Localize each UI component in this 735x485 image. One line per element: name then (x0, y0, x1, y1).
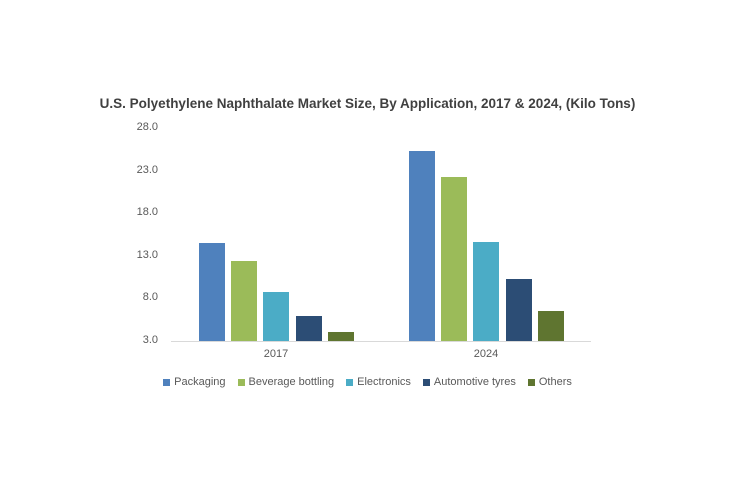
bar-electronics-2024 (473, 242, 500, 341)
legend: Packaging Beverage bottling Electronics Aut… (0, 376, 735, 388)
x-tick-label: 2017 (263, 348, 289, 360)
legend-item: Beverage bottling (237, 376, 335, 388)
legend-item: Packaging (163, 376, 226, 388)
bar-beverage-bottling-2017 (231, 260, 258, 341)
legend-swatch-icon (163, 378, 171, 386)
legend-swatch-icon (527, 378, 535, 386)
legend-item: Automotive tyres (422, 376, 516, 388)
y-tick-label: 18.0 (136, 206, 158, 219)
bar-electronics-2017 (263, 291, 290, 341)
x-tick-label: 2024 (473, 348, 499, 360)
legend-swatch-icon (422, 378, 430, 386)
legend-label: Electronics (357, 376, 411, 388)
legend-item: Others (527, 376, 572, 388)
bar-automotive-tyres-2017 (295, 316, 322, 341)
legend-label: Others (538, 376, 572, 388)
y-tick-label: 28.0 (136, 121, 158, 133)
y-tick-label: 3.0 (142, 334, 158, 346)
y-tick-label: 23.0 (136, 163, 158, 176)
legend-label: Automotive tyres (433, 376, 516, 388)
legend-label: Beverage bottling (248, 376, 335, 388)
bar-packaging-2017 (199, 243, 225, 341)
legend-swatch-icon (237, 378, 245, 386)
bar-others-2017 (327, 331, 354, 341)
y-tick-label: 13.0 (136, 248, 158, 261)
chart-title: U.S. Polyethylene Naphthalate Market Siz… (99, 96, 636, 111)
x-axis-line (171, 341, 591, 342)
bar-others-2024 (537, 311, 564, 341)
legend-swatch-icon (346, 378, 354, 386)
y-tick-label: 8.0 (142, 291, 158, 304)
legend-label: Packaging (174, 376, 226, 388)
bar-packaging-2024 (409, 151, 435, 341)
bar-beverage-bottling-2024 (441, 176, 468, 341)
legend-item: Electronics (346, 376, 411, 388)
bar-automotive-tyres-2024 (505, 278, 532, 341)
